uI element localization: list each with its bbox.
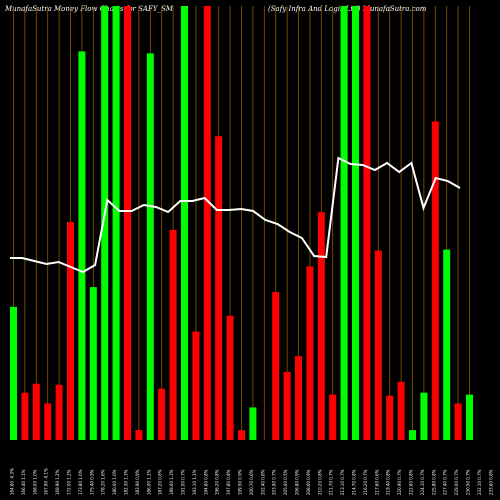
x-tick-label: 187.20 0.6% xyxy=(158,469,163,495)
x-tick-label: 208.60 0.9% xyxy=(306,469,311,495)
x-tick-label: 186.00 1.1% xyxy=(146,469,151,495)
x-tick-label: 216.20 0.7% xyxy=(363,469,368,495)
volume-bar xyxy=(10,306,17,440)
volume-bar xyxy=(272,292,280,440)
x-tick-label: 210.20 0.8% xyxy=(317,469,322,495)
volume-bar xyxy=(352,6,359,440)
volume-bar xyxy=(181,6,188,440)
volume-bar xyxy=(283,371,291,440)
x-tick-label: 225.80 0.8% xyxy=(431,469,436,495)
volume-bar xyxy=(329,394,337,440)
volume-bar xyxy=(44,403,52,440)
x-tick-label: 222.60 0.8% xyxy=(409,469,414,495)
x-tick-label: 197.80 0.8% xyxy=(226,469,231,495)
x-tick-label: 202.40 0.8% xyxy=(260,469,265,495)
x-tick-label: 191.00 0.7% xyxy=(181,469,186,495)
volume-bar xyxy=(249,407,257,440)
x-tick-label: 168.00 1.0% xyxy=(32,469,37,495)
x-tick-label: 205.00 0.5% xyxy=(283,469,288,495)
volume-bar xyxy=(386,395,394,440)
volume-bar xyxy=(306,266,314,440)
volume-bar xyxy=(340,6,348,440)
volume-bar xyxy=(169,229,177,440)
x-tick-label: 173.80 1.0% xyxy=(78,469,83,495)
x-tick-label: 229.00 0.7% xyxy=(454,469,459,495)
volume-bar xyxy=(89,287,97,440)
x-tick-label: 227.40 0.7% xyxy=(443,469,448,495)
x-tick-label: 180.00 1.0% xyxy=(112,469,117,495)
volume-bar xyxy=(374,250,382,440)
x-tick-label: 199.50 0.9% xyxy=(238,469,243,495)
x-tick-label: 200.70 0.6% xyxy=(249,469,254,495)
x-tick-label: 194.60 0.8% xyxy=(203,469,208,495)
x-tick-label: 183.90 0.9% xyxy=(135,469,140,495)
x-tick-label: 217.60 0.6% xyxy=(374,469,379,495)
x-tick-label: 169.90 1.2% xyxy=(55,469,60,495)
volume-bar xyxy=(409,430,416,440)
volume-bar xyxy=(21,392,29,440)
x-tick-label: 230.50 0.7% xyxy=(466,469,471,495)
volume-bar xyxy=(317,212,325,440)
volume-bar xyxy=(454,403,462,440)
volume-bar xyxy=(420,392,428,440)
volume-bar xyxy=(192,331,200,440)
x-tick-label: 203.90 0.7% xyxy=(272,469,277,495)
volume-bar xyxy=(295,356,302,440)
volume-bar xyxy=(112,6,120,440)
volume-bar xyxy=(238,430,245,440)
x-tick-label: 224.10 0.7% xyxy=(420,469,425,495)
x-tick-label: 182.30 1.3% xyxy=(124,469,129,495)
x-tick-label: 189.60 1.3% xyxy=(169,469,174,495)
volume-bar xyxy=(78,51,86,440)
x-tick-label: 164.60 -0.3% xyxy=(10,468,15,495)
volume-bar xyxy=(443,249,451,440)
x-tick-label: 211.70 0.7% xyxy=(329,469,334,495)
volume-bar xyxy=(146,53,154,440)
volume-bar xyxy=(158,388,166,440)
volume-bar xyxy=(215,136,223,440)
volume-bar xyxy=(226,315,234,440)
x-tick-label: 219.40 0.8% xyxy=(386,469,391,495)
x-tick-label: 206.80 0.9% xyxy=(295,469,300,495)
x-tick-label: 220.90 0.7% xyxy=(397,469,402,495)
x-tick-label: 172.00 1.2% xyxy=(67,469,72,495)
x-tick-label: 166.40 1.1% xyxy=(21,469,26,495)
x-tick-label: 213.10 0.7% xyxy=(340,469,345,495)
volume-bar xyxy=(135,430,143,440)
price-line xyxy=(10,156,461,274)
x-tick-label: 167.90 -0.1% xyxy=(44,468,49,495)
volume-bar xyxy=(32,383,40,440)
x-tick-label: 178.20 1.6% xyxy=(101,469,106,495)
x-tick-label: 214.70 0.8% xyxy=(352,469,357,495)
x-tick-label: 193.10 1.1% xyxy=(192,469,197,495)
volume-bar xyxy=(55,384,63,440)
volume-bar xyxy=(363,6,371,440)
volume-bar xyxy=(431,121,439,441)
volume-bar xyxy=(466,394,473,440)
x-tick-label: 175.40 0.9% xyxy=(89,469,94,495)
x-tick-label: 233.60 0.6% xyxy=(488,469,493,495)
volume-bar xyxy=(397,381,405,440)
chart-title-left: MunafaSutra Money Flow Charts for SAFY_S… xyxy=(5,5,173,13)
volume-bar xyxy=(101,6,109,440)
volume-bar xyxy=(67,222,74,440)
volume-bar xyxy=(203,6,211,440)
x-tick-label: 232.10 0.7% xyxy=(477,469,482,495)
volume-bar xyxy=(124,6,131,440)
x-tick-label: 196.20 0.8% xyxy=(215,469,220,495)
